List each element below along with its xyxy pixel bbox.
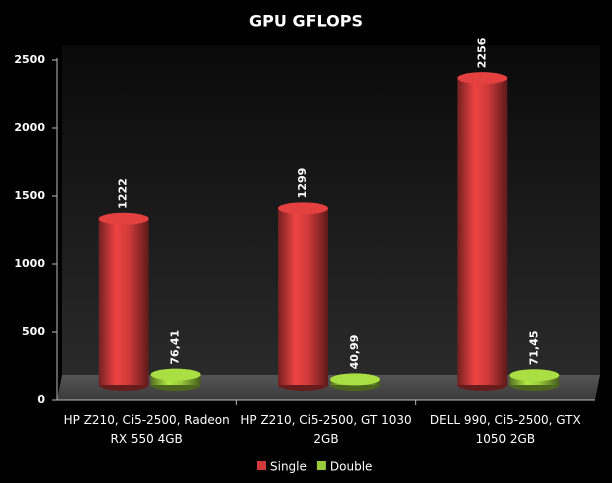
bar bbox=[150, 368, 201, 391]
y-tick-label: 1000 bbox=[14, 257, 45, 270]
x-tick-label: HP Z210, Ci5-2500, Radeon RX 550 4GB bbox=[63, 413, 230, 446]
value-label: 40,99 bbox=[348, 335, 361, 370]
bar bbox=[278, 202, 328, 391]
x-tick-label: DELL 990, Ci5-2500, GTX 1050 2GB bbox=[429, 413, 581, 446]
bar-body bbox=[457, 78, 508, 386]
y-tick-label: 2500 bbox=[14, 53, 45, 66]
legend-label: Single bbox=[270, 460, 307, 474]
bar bbox=[330, 373, 380, 391]
y-tick-label: 2000 bbox=[14, 121, 45, 134]
bar-top bbox=[150, 368, 201, 381]
y-tick-label: 0 bbox=[37, 393, 45, 406]
back-wall bbox=[62, 45, 600, 375]
legend-label: Double bbox=[330, 460, 373, 474]
value-label: 71,45 bbox=[527, 330, 540, 365]
bar-top bbox=[330, 373, 380, 386]
x-tick-label: HP Z210, Ci5-2500, GT 1030 2GB bbox=[240, 413, 412, 446]
value-label: 1299 bbox=[296, 168, 309, 199]
legend-swatch bbox=[257, 461, 266, 470]
value-label: 2256 bbox=[475, 37, 488, 68]
y-tick-label: 1500 bbox=[14, 189, 45, 202]
bar bbox=[509, 369, 560, 391]
bar bbox=[98, 212, 149, 391]
bar-body bbox=[278, 208, 328, 385]
bar bbox=[457, 72, 508, 391]
value-label: 76,41 bbox=[169, 330, 182, 365]
value-label: 1222 bbox=[117, 178, 130, 209]
bar-top bbox=[98, 212, 149, 225]
bar-top bbox=[509, 369, 560, 382]
legend-swatch bbox=[316, 461, 326, 470]
bar-top bbox=[457, 72, 508, 85]
bar-top bbox=[278, 202, 328, 215]
chart-title: GPU GFLOPS bbox=[249, 12, 363, 31]
y-tick-label: 500 bbox=[22, 325, 45, 338]
bar-body bbox=[98, 218, 149, 385]
